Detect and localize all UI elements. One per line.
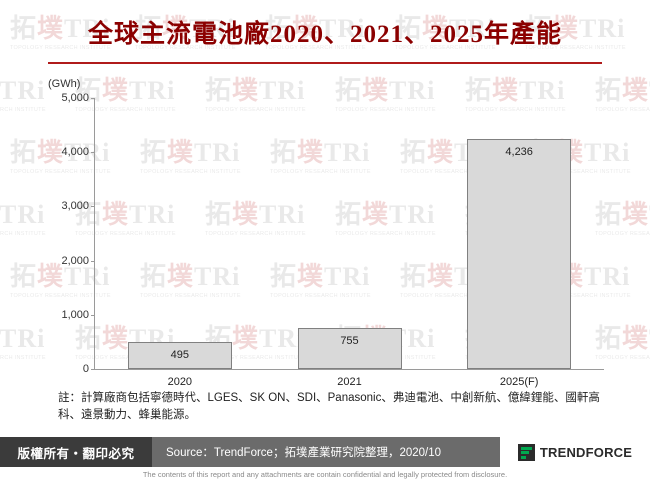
watermark-sub: TOPOLOGY RESEARCH INSTITUTE	[0, 355, 46, 361]
y-axis-tick-label: 4,000	[61, 146, 89, 159]
y-axis-tick-mark	[91, 260, 95, 262]
page-title-text: 全球主流電池廠2020、2021、2025年產能	[87, 21, 562, 48]
source-label: Source：TrendForce；拓墣產業研究院整理，2020/10	[152, 437, 500, 467]
plot-area: 0 1,000 2,000 3,000 4,000 5,000 495 2020 755 2021…	[61, 92, 604, 388]
bar-value-label: 4,236	[505, 146, 533, 159]
y-axis-unit-label: (GWh)	[48, 78, 81, 90]
bar-chart: (GWh) 0 1,000 2,000 3,000 4,000 5,000 495 2020 7…	[42, 78, 608, 388]
bar-value-label: 495	[170, 349, 189, 362]
y-axis-tick-label: 5,000	[61, 92, 89, 104]
copyright-badge: 版權所有‧翻印必究	[0, 437, 152, 467]
bar: 4,236	[467, 139, 572, 369]
bar: 495	[127, 342, 232, 369]
x-axis-tick-label: 2021	[337, 376, 362, 388]
chart-note: 註：計算廠商包括寧德時代、LGES、SK ON、SDI、Panasonic、弗迪…	[58, 392, 600, 422]
bar: 755	[297, 328, 402, 369]
watermark-sub: TOPOLOGY RESEARCH INSTITUTE	[0, 107, 46, 113]
y-axis-tick-label: 1,000	[61, 308, 89, 321]
y-axis-tick-mark	[91, 369, 95, 370]
y-axis-tick-mark	[91, 314, 95, 316]
watermark-sub: TOPOLOGY RESEARCH INSTITUTE	[0, 231, 46, 237]
y-axis-tick-label: 0	[82, 363, 89, 375]
disclaimer-text: The contents of this report and any atta…	[142, 470, 508, 479]
brand-name: TRENDFORCE	[539, 444, 633, 460]
y-axis-tick-label: 3,000	[61, 200, 89, 213]
brand-logo: TRENDFORCE	[500, 437, 650, 467]
y-axis-tick-mark	[91, 98, 95, 99]
bar-value-label: 755	[340, 335, 359, 348]
trendforce-mark-icon	[517, 443, 535, 461]
footer: 版權所有‧翻印必究 Source：TrendForce；拓墣產業研究院整理，20…	[0, 437, 650, 467]
page-title: 全球主流電池廠2020、2021、2025年產能	[0, 14, 650, 50]
x-axis-tick-label: 2025(F)	[499, 376, 539, 388]
title-divider	[48, 62, 602, 64]
y-axis-tick-mark	[91, 152, 95, 154]
x-axis-tick-label: 2020	[167, 376, 193, 388]
y-axis-tick-mark	[91, 206, 95, 208]
y-axis-tick-label: 2,000	[61, 254, 89, 267]
